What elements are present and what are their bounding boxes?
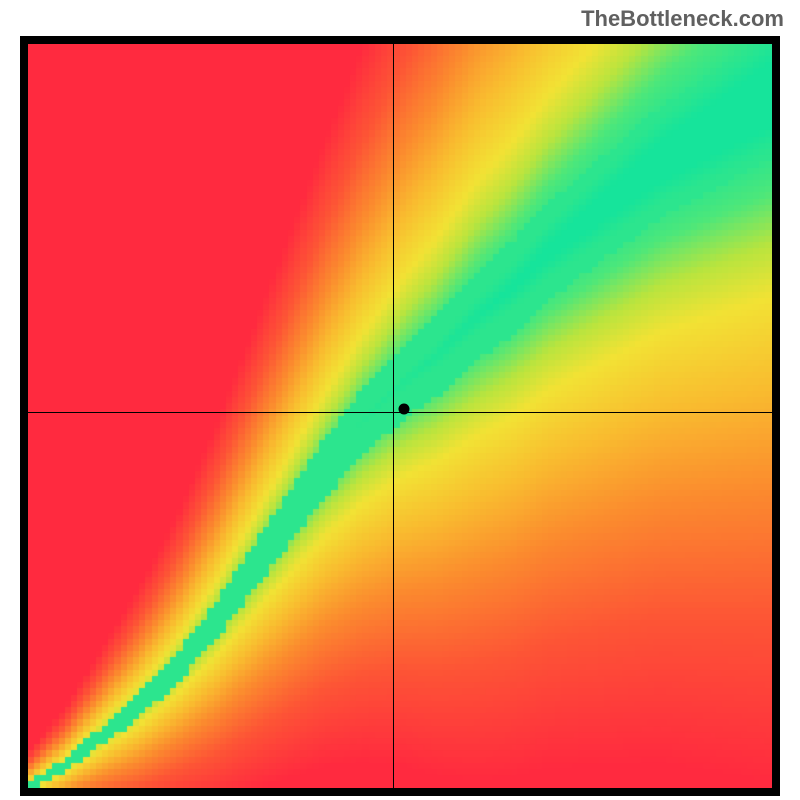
marker-dot (398, 403, 409, 414)
crosshair-vertical (393, 44, 394, 788)
heatmap-canvas (28, 44, 772, 788)
plot-inner (28, 44, 772, 788)
watermark-text: TheBottleneck.com (581, 6, 784, 32)
chart-container: TheBottleneck.com (0, 0, 800, 800)
plot-frame (20, 36, 780, 796)
